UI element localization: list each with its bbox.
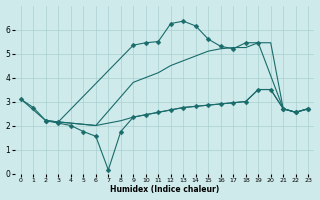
X-axis label: Humidex (Indice chaleur): Humidex (Indice chaleur): [110, 185, 219, 194]
